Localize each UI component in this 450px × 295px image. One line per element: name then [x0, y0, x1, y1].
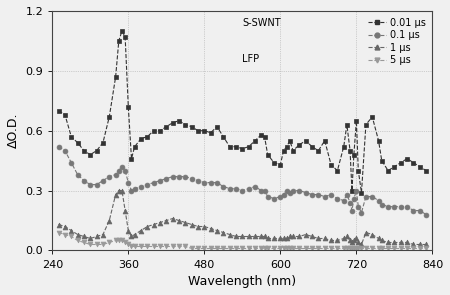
Text: S-SWNT: S-SWNT	[243, 18, 281, 28]
Y-axis label: ΔO.D.: ΔO.D.	[7, 113, 20, 148]
Legend: 0.01 μs, 0.1 μs, 1 μs, 5 μs: 0.01 μs, 0.1 μs, 1 μs, 5 μs	[366, 16, 427, 67]
X-axis label: Wavelength (nm): Wavelength (nm)	[188, 275, 297, 288]
Text: LFP: LFP	[243, 54, 260, 64]
